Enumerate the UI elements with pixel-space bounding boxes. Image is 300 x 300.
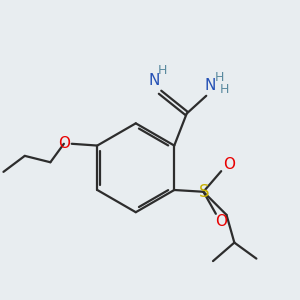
Text: S: S — [199, 183, 209, 201]
Text: H: H — [158, 64, 167, 77]
Text: O: O — [215, 214, 227, 229]
Text: N: N — [148, 73, 160, 88]
Text: N: N — [204, 78, 215, 93]
Text: O: O — [223, 157, 235, 172]
Text: O: O — [58, 136, 70, 151]
Text: H: H — [215, 71, 224, 84]
Text: H: H — [220, 83, 230, 96]
